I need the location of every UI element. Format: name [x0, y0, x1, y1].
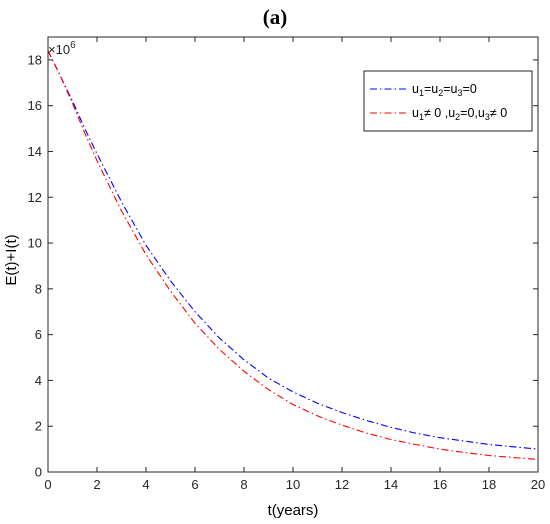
series-line-2 — [47, 50, 539, 460]
y-tick-label: 2 — [35, 419, 42, 434]
y-tick-label: 6 — [35, 327, 42, 342]
y-tick-label: 10 — [28, 236, 42, 251]
panel-label-letter: a — [270, 5, 281, 29]
panel-label-open: ( — [263, 5, 270, 29]
legend-label-part: 3 — [458, 88, 463, 98]
panel-label: (a) — [263, 5, 288, 29]
legend-label-part: =0 — [463, 82, 477, 96]
x-tick-label: 14 — [384, 477, 398, 492]
y-axis-label: E(t)+I(t) — [3, 234, 20, 285]
legend-label-part: u — [412, 106, 419, 120]
legend-label-part: ≠ 0 ,u — [424, 106, 455, 120]
legend-label-part: =0,u — [460, 106, 485, 120]
x-axis-label: t(years) — [268, 502, 319, 519]
x-tick-label: 6 — [191, 477, 198, 492]
legend-label-2: u1≠ 0 ,u2=0,u3≠ 0 — [412, 106, 507, 122]
y-multiplier-exponent: 6 — [70, 40, 76, 51]
y-multiplier: ×106 — [48, 40, 76, 57]
x-tick-label: 4 — [142, 477, 149, 492]
legend-label-part: =u — [424, 82, 438, 96]
legend-label-part: 1 — [419, 112, 424, 122]
legend-label-part: ≠ 0 — [490, 106, 507, 120]
legend-label-part: u — [412, 82, 419, 96]
x-tick-label: 2 — [93, 477, 100, 492]
x-tick-label: 16 — [433, 477, 447, 492]
y-tick-label: 16 — [28, 98, 42, 113]
legend-box — [363, 70, 533, 132]
x-tick-label: 18 — [482, 477, 496, 492]
y-multiplier-base: ×10 — [48, 42, 70, 57]
plot-area: 0 2 4 6 8 10 12 14 16 18 20024681012141618u1=u2=u3… — [28, 36, 545, 492]
series-line-1 — [47, 50, 539, 450]
x-tick-label: 0 — [44, 477, 51, 492]
legend-label-1: u1=u2=u3=0 — [412, 82, 477, 98]
y-tick-label: 8 — [35, 281, 42, 296]
y-tick-label: 12 — [28, 190, 42, 205]
x-tick-label: 8 — [240, 477, 247, 492]
y-tick-label: 14 — [28, 144, 42, 159]
y-tick-label: 18 — [28, 52, 42, 67]
legend-label-part: 2 — [455, 112, 460, 122]
legend-label-part: 3 — [485, 112, 490, 122]
panel-label-close: ) — [280, 5, 287, 29]
legend-label-part: =u — [443, 82, 457, 96]
legend-label-part: 2 — [438, 88, 443, 98]
legend-label-part: 1 — [419, 88, 424, 98]
x-tick-label: 12 — [335, 477, 349, 492]
y-tick-label: 4 — [35, 373, 42, 388]
y-tick-label: 0 — [35, 465, 42, 480]
x-tick-label: 10 — [286, 477, 300, 492]
x-tick-label: 20 — [531, 477, 545, 492]
